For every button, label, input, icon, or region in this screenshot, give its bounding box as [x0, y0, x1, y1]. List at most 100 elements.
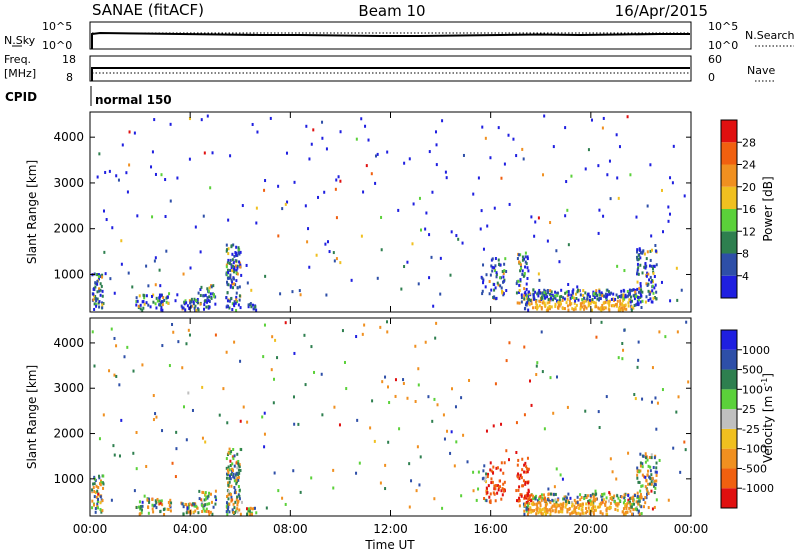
scatter-point	[556, 291, 559, 295]
scatter-point	[494, 264, 497, 268]
scatter-point	[512, 137, 515, 141]
scatter-point	[604, 502, 607, 506]
scatter-point	[636, 466, 639, 470]
scatter-point	[634, 303, 637, 307]
scatter-point	[639, 469, 642, 473]
scatter-point	[581, 505, 584, 509]
scatter-point	[238, 285, 241, 289]
scatter-point	[624, 303, 627, 307]
scatter-point	[147, 505, 150, 509]
scatter-point	[441, 119, 444, 123]
scatter-point	[472, 192, 475, 196]
scatter-point	[647, 491, 650, 495]
scatter-point	[272, 401, 275, 405]
scatter-point	[593, 301, 596, 305]
scatter-point	[226, 276, 229, 280]
scatter-point	[239, 250, 242, 254]
scatter-point	[591, 298, 594, 302]
scatter-point	[141, 500, 144, 504]
y-tick-label: 3000	[53, 176, 84, 190]
scatter-point	[564, 495, 567, 499]
scatter-point	[548, 304, 551, 308]
scatter-point	[532, 501, 535, 505]
scatter-point	[227, 271, 230, 275]
scatter-point	[605, 496, 608, 500]
scatter-point	[135, 300, 138, 304]
colorbar-tick-label: 1000	[742, 344, 770, 357]
scatter-point	[643, 475, 646, 479]
scatter-point	[637, 303, 640, 307]
scatter-point	[634, 397, 637, 401]
scatter-point	[154, 256, 157, 260]
x-tick-label: 00:00	[674, 522, 709, 536]
scatter-point	[570, 302, 573, 306]
scatter-point	[526, 494, 529, 498]
scatter-point	[227, 218, 230, 222]
scatter-point	[526, 255, 529, 259]
scatter-point	[308, 265, 311, 269]
velocity-colorbar-cells	[721, 330, 737, 508]
scatter-point	[403, 161, 406, 165]
velocity-colorbar-label-sup: -1	[760, 378, 769, 386]
scatter-point	[152, 418, 155, 422]
scatter-point	[524, 480, 527, 484]
scatter-point	[654, 486, 657, 490]
scatter-point	[557, 304, 560, 308]
scatter-point	[428, 150, 431, 154]
scatter-point	[573, 301, 576, 305]
scatter-point	[543, 500, 546, 504]
scatter-point	[232, 243, 235, 247]
scatter-point	[225, 466, 228, 470]
scatter-point	[629, 300, 632, 304]
scatter-point	[583, 496, 586, 500]
scatter-point	[625, 295, 628, 299]
freq-unit: [MHz]	[4, 67, 36, 80]
scatter-point	[578, 506, 581, 510]
scatter-point	[202, 307, 205, 311]
scatter-point	[481, 477, 484, 481]
scatter-point	[606, 173, 609, 177]
scatter-point	[232, 472, 235, 476]
scatter-point	[232, 282, 235, 286]
scatter-point	[497, 283, 500, 287]
scatter-point	[194, 304, 197, 308]
scatter-point	[225, 296, 228, 300]
scatter-point	[483, 497, 486, 501]
scatter-point	[225, 265, 228, 269]
scatter-point	[171, 322, 174, 326]
colorbar-cell	[721, 231, 737, 254]
scatter-point	[205, 299, 208, 303]
scatter-point	[640, 306, 643, 310]
scatter-point	[611, 470, 614, 474]
scatter-point	[435, 143, 438, 147]
scatter-point	[485, 476, 488, 480]
scatter-point	[549, 221, 552, 225]
scatter-point	[532, 295, 535, 299]
colorbar-cell	[721, 448, 737, 469]
scatter-point	[576, 495, 579, 499]
scatter-point	[345, 387, 348, 391]
scatter-point	[515, 450, 518, 454]
scatter-point	[548, 298, 551, 302]
scatter-point	[523, 509, 526, 513]
power-x-ticks	[89, 112, 692, 312]
scatter-point	[535, 302, 538, 306]
scatter-point	[214, 495, 217, 499]
scatter-point	[102, 486, 105, 490]
scatter-point	[650, 453, 653, 457]
scatter-point	[98, 287, 101, 291]
scatter-point	[343, 360, 346, 364]
scatter-point	[546, 239, 549, 243]
scatter-point	[520, 267, 523, 271]
scatter-point	[554, 294, 557, 298]
scatter-point	[147, 303, 150, 307]
scatter-point	[634, 290, 637, 294]
scatter-point	[226, 473, 229, 477]
scatter-point	[188, 157, 191, 161]
scatter-point	[562, 296, 565, 300]
scatter-point	[251, 512, 254, 516]
scatter-point	[490, 477, 493, 481]
scatter-point	[334, 187, 337, 191]
scatter-point	[227, 283, 230, 287]
